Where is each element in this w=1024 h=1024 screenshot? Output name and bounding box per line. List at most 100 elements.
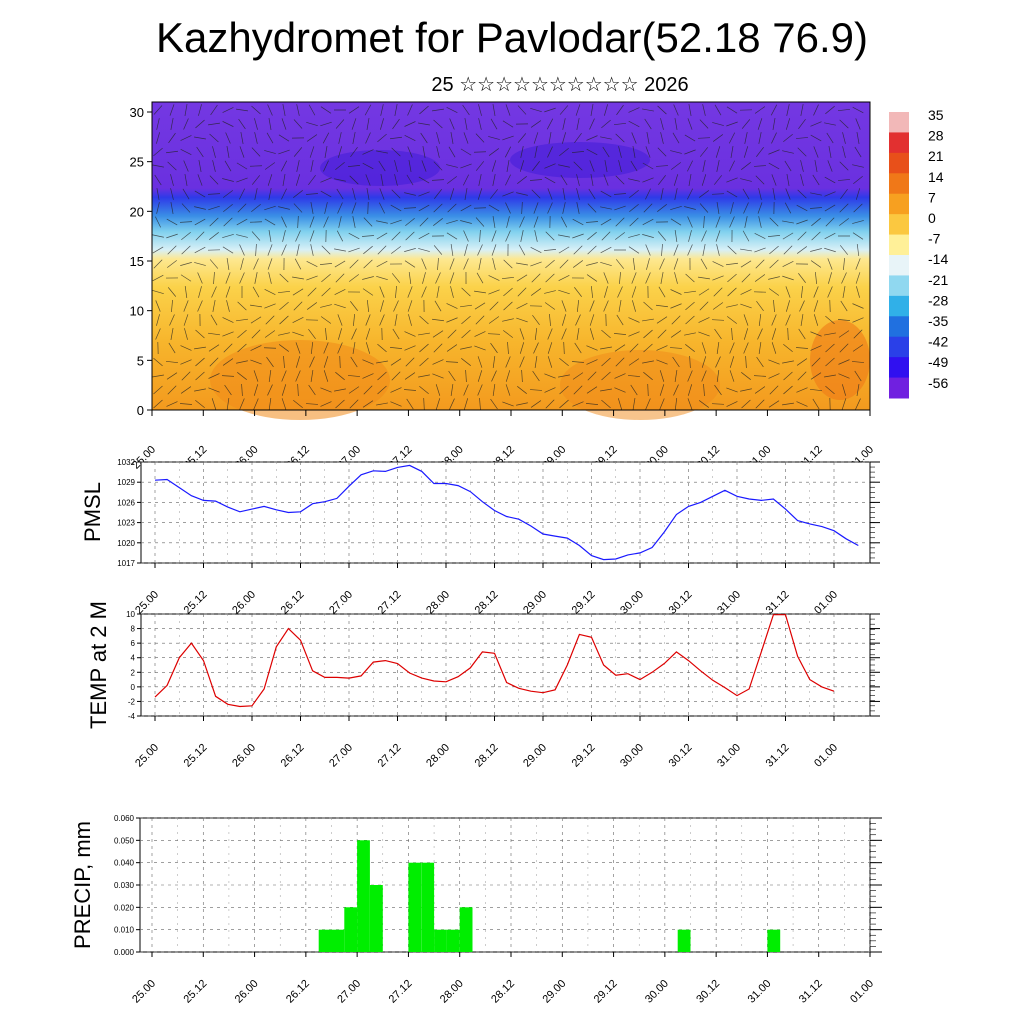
wind-barb <box>810 260 822 268</box>
wind-barb <box>521 201 523 215</box>
wind-barb <box>447 176 457 184</box>
wind-barb <box>827 258 833 270</box>
wind-barb <box>505 356 511 368</box>
wind-barb <box>377 371 387 381</box>
wind-barb <box>180 135 192 141</box>
wind-barb <box>281 398 287 410</box>
colorbar-label: -28 <box>928 292 948 308</box>
wind-barb <box>797 147 807 157</box>
wind-barb <box>643 329 653 339</box>
wind-barb <box>689 355 691 369</box>
wind-barb <box>767 235 781 237</box>
wind-barb <box>782 275 794 281</box>
wind-barb <box>684 290 696 294</box>
wind-barb <box>782 150 794 154</box>
y-tick-label: 1026 <box>117 498 135 507</box>
wind-barb <box>168 132 176 144</box>
x-tick-label: 31.00 <box>715 589 743 617</box>
wind-barb <box>656 316 668 324</box>
wind-barb <box>756 147 764 157</box>
wind-barb <box>768 288 780 296</box>
wind-barb <box>796 246 808 254</box>
wind-barb <box>674 118 678 130</box>
wind-barb <box>643 203 653 213</box>
wind-barb <box>408 314 412 326</box>
wind-barb <box>267 104 273 116</box>
wind-barb <box>366 188 370 200</box>
wind-barb <box>856 132 860 144</box>
wind-barb <box>226 398 230 410</box>
wind-barb <box>361 235 375 237</box>
wind-barb <box>530 288 542 296</box>
wind-barb <box>434 189 442 199</box>
wind-barb <box>561 328 567 340</box>
wind-barb <box>334 303 346 309</box>
wind-barb <box>281 216 287 228</box>
wind-barb <box>223 204 233 212</box>
wind-barb <box>547 202 553 214</box>
wind-barb <box>251 175 261 185</box>
wind-barb <box>684 149 696 155</box>
wind-barb <box>279 315 289 325</box>
wind-barb <box>632 146 636 158</box>
wind-barb <box>783 343 793 353</box>
wind-barb <box>334 260 346 268</box>
x-tick-label: 28.00 <box>424 742 452 770</box>
wind-barb <box>684 206 696 210</box>
wind-barb <box>363 217 373 227</box>
wind-barb <box>673 104 679 116</box>
wind-barb <box>619 271 621 285</box>
wind-barb <box>702 244 706 256</box>
wind-barb <box>630 160 638 172</box>
wind-barb <box>586 359 598 365</box>
wind-barb <box>198 160 202 172</box>
wind-barb <box>208 205 220 211</box>
wind-barb <box>349 259 359 269</box>
wind-barb <box>670 303 682 309</box>
wind-barb <box>488 275 500 281</box>
wind-barb <box>505 202 511 214</box>
wind-barb <box>615 232 625 240</box>
x-tick-label: 25.00 <box>133 742 161 770</box>
wind-barb <box>351 328 357 340</box>
wind-barb <box>758 314 762 326</box>
wind-barb <box>264 303 276 309</box>
wind-barb <box>194 346 206 350</box>
wind-barb <box>754 247 766 253</box>
x-tick-label: 30.12 <box>667 742 695 770</box>
wind-barb <box>264 289 276 295</box>
wind-barb <box>530 246 542 254</box>
wind-barb <box>658 175 666 185</box>
wind-barb <box>532 370 540 382</box>
wind-barb <box>603 272 609 284</box>
wind-barb <box>660 272 664 284</box>
wind-barb <box>266 356 274 368</box>
wind-barb <box>321 287 331 297</box>
wind-barb <box>741 273 751 283</box>
wind-barb <box>544 387 556 393</box>
wind-barb <box>559 399 569 409</box>
wind-barb <box>589 300 595 312</box>
wind-barb <box>293 400 303 408</box>
wind-barb <box>208 373 220 379</box>
wind-barb <box>853 175 863 185</box>
wind-barb <box>730 146 734 158</box>
x-tick-label: 01.00 <box>812 742 840 770</box>
wind-barb <box>323 216 329 228</box>
wind-barb <box>839 161 849 171</box>
wind-barb <box>798 118 806 130</box>
wind-barb <box>362 288 374 296</box>
wind-barb <box>629 190 639 198</box>
wind-barb <box>824 232 836 240</box>
wind-barb <box>740 303 752 309</box>
wind-barb <box>226 258 230 270</box>
wind-barb <box>254 118 258 130</box>
wind-barb <box>655 165 669 167</box>
wind-barb <box>813 314 819 326</box>
wind-barb <box>279 301 289 311</box>
wind-barb <box>293 190 303 198</box>
wind-barb <box>559 147 569 157</box>
wind-barb <box>236 218 248 226</box>
wind-barb <box>589 160 595 172</box>
precip-bar <box>331 929 345 952</box>
